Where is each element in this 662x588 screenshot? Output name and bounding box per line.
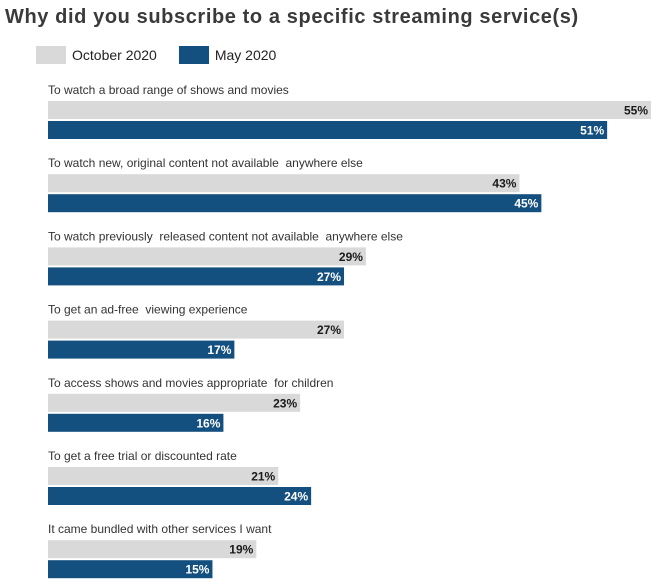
value-label-october-2020: 43%	[492, 177, 516, 191]
category-label: To watch a broad range of shows and movi…	[48, 83, 289, 97]
bar-october-2020	[48, 247, 366, 266]
legend-swatch-may-2020	[178, 46, 209, 64]
category-label: To watch previously released content not…	[48, 229, 403, 243]
value-label-october-2020: 21%	[251, 470, 275, 484]
value-label-october-2020: 19%	[229, 543, 253, 557]
value-label-may-2020: 45%	[514, 197, 538, 211]
legend-label-october-2020: October 2020	[72, 47, 157, 63]
category-label: It came bundled with other services I wa…	[48, 522, 272, 536]
value-label-may-2020: 51%	[580, 124, 604, 138]
legend-item-october-2020: October 2020	[36, 46, 157, 64]
category-label: To access shows and movies appropriate f…	[48, 376, 333, 390]
bar-october-2020	[48, 174, 520, 193]
category-label: To get a free trial or discounted rate	[48, 449, 237, 463]
bar-may-2020	[48, 487, 312, 505]
legend-item-may-2020: May 2020	[178, 46, 277, 64]
value-label-may-2020: 15%	[185, 563, 209, 577]
value-label-october-2020: 27%	[317, 323, 341, 337]
category-label: To watch new, original content not avail…	[48, 156, 363, 170]
bar-october-2020	[48, 101, 651, 119]
bar-october-2020	[48, 320, 345, 339]
category-label: To get an ad-free viewing experience	[48, 303, 248, 317]
value-label-october-2020: 23%	[273, 396, 297, 410]
value-label-october-2020: 55%	[624, 104, 648, 118]
bar-october-2020	[48, 467, 279, 485]
bar-may-2020	[48, 121, 608, 139]
bar-may-2020	[48, 560, 213, 579]
chart-title: Why did you subscribe to a specific stre…	[5, 6, 579, 28]
value-label-may-2020: 16%	[196, 416, 220, 430]
bar-october-2020	[48, 393, 301, 412]
legend: October 2020 May 2020	[36, 44, 298, 66]
value-label-october-2020: 29%	[339, 250, 363, 264]
value-label-may-2020: 27%	[317, 270, 341, 284]
bar-october-2020	[48, 540, 257, 559]
bar-may-2020	[48, 267, 345, 286]
legend-label-may-2020: May 2020	[214, 47, 277, 63]
bar-may-2020	[48, 413, 224, 432]
legend-swatch-october-2020	[36, 46, 66, 64]
value-label-may-2020: 17%	[207, 343, 231, 357]
value-label-may-2020: 24%	[284, 490, 308, 504]
bar-may-2020	[48, 340, 235, 359]
bar-may-2020	[48, 194, 542, 213]
